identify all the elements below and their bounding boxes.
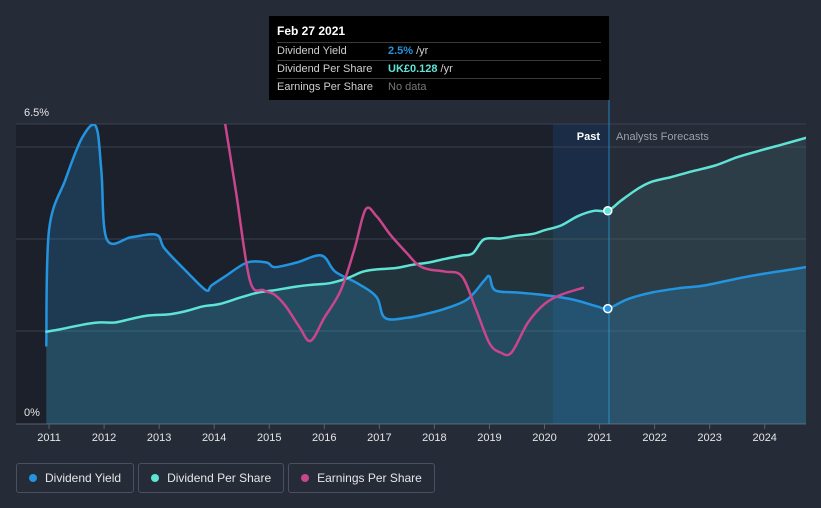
past-highlight-band bbox=[553, 124, 609, 424]
tooltip-row-value: 2.5% bbox=[388, 45, 414, 57]
x-tick-label: 2016 bbox=[312, 432, 336, 444]
hover-tooltip: Feb 27 2021 Dividend Yield 2.5% /yr Divi… bbox=[269, 16, 609, 100]
tooltip-row-name: Earnings Per Share bbox=[277, 81, 373, 93]
tooltip-row-value: UK£0.128 bbox=[388, 63, 438, 75]
x-tick-label: 2015 bbox=[257, 432, 281, 444]
legend-dot-icon bbox=[29, 474, 37, 482]
tooltip-row-dividend-per-share: Dividend Per Share UK£0.128 /yr bbox=[277, 60, 601, 78]
legend-item-dividend-yield[interactable]: Dividend Yield bbox=[16, 463, 135, 493]
tooltip-row-earnings-per-share: Earnings Per Share No data bbox=[277, 78, 601, 96]
y-axis-bottom-label: 0% bbox=[24, 407, 40, 419]
past-bg bbox=[16, 124, 609, 424]
tooltip-row-unit: /yr bbox=[416, 45, 429, 57]
legend-label: Dividend Per Share bbox=[167, 471, 272, 485]
forecast-label: Analysts Forecasts bbox=[616, 131, 709, 143]
legend-label: Dividend Yield bbox=[45, 471, 122, 485]
chart-legend: Dividend Yield Dividend Per Share Earnin… bbox=[16, 463, 435, 493]
legend-item-dividend-per-share[interactable]: Dividend Per Share bbox=[138, 463, 285, 493]
x-tick-label: 2024 bbox=[752, 432, 776, 444]
tooltip-row-nodata: No data bbox=[388, 81, 427, 93]
y-axis-top-label: 6.5% bbox=[24, 107, 49, 119]
dividend-chart: 2011 2012 2013 2014 2015 2016 2017 2018 2019 2020… bbox=[16, 100, 806, 444]
x-tick-label: 2023 bbox=[697, 432, 721, 444]
hover-marker-dividend-per-share bbox=[603, 206, 613, 216]
series-area-dividend-yield bbox=[46, 124, 806, 424]
x-tick-label: 2020 bbox=[532, 432, 556, 444]
tooltip-date: Feb 27 2021 bbox=[277, 24, 346, 38]
series-line-dividend-yield[interactable] bbox=[45, 124, 806, 347]
past-label: Past bbox=[577, 131, 601, 143]
tooltip-row-dividend-yield: Dividend Yield 2.5% /yr bbox=[277, 42, 601, 60]
tooltip-row-name: Dividend Per Share bbox=[277, 63, 373, 75]
x-tick-label: 2012 bbox=[92, 432, 116, 444]
tooltip-row-name: Dividend Yield bbox=[277, 45, 347, 57]
x-tick-label: 2011 bbox=[37, 432, 61, 444]
x-tick-label: 2021 bbox=[587, 432, 611, 444]
x-tick-label: 2017 bbox=[367, 432, 391, 444]
series-line-earnings-per-share[interactable] bbox=[223, 124, 585, 357]
legend-dot-icon bbox=[151, 474, 160, 482]
series-area-dividend-per-share bbox=[46, 137, 806, 424]
x-tick-label: 2014 bbox=[202, 432, 226, 444]
x-tick-label: 2019 bbox=[477, 432, 501, 444]
x-tick-label: 2013 bbox=[147, 432, 171, 444]
legend-item-earnings-per-share[interactable]: Earnings Per Share bbox=[288, 463, 435, 493]
legend-label: Earnings Per Share bbox=[317, 471, 422, 485]
tooltip-row-unit: /yr bbox=[440, 63, 453, 75]
x-tick-label: 2018 bbox=[422, 432, 446, 444]
series-line-dividend-per-share[interactable] bbox=[45, 136, 806, 333]
hover-marker-dividend-yield bbox=[603, 303, 613, 314]
legend-dot-icon bbox=[301, 474, 310, 482]
x-tick-label: 2022 bbox=[642, 432, 666, 444]
